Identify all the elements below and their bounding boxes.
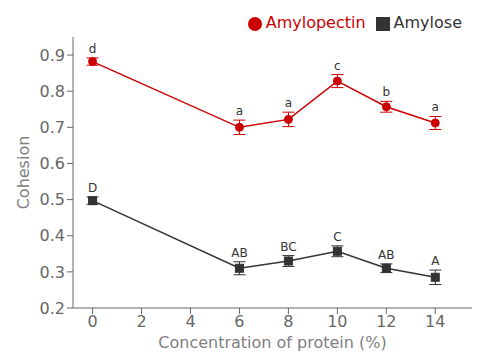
svg-text:C: C [333, 230, 341, 244]
svg-text:a: a [432, 100, 439, 114]
svg-text:Cohesion: Cohesion [14, 136, 33, 210]
svg-text:AB: AB [378, 248, 394, 262]
svg-text:2: 2 [136, 312, 146, 331]
html-text:Amylopectin: Amylopectin [265, 13, 366, 32]
svg-text:AB: AB [231, 246, 247, 260]
svg-text:0: 0 [87, 312, 97, 331]
svg-text:0.9: 0.9 [40, 46, 65, 65]
svg-text:6: 6 [234, 312, 244, 331]
svg-text:0.5: 0.5 [40, 190, 65, 209]
svg-text:0.7: 0.7 [40, 118, 65, 137]
svg-text:0.8: 0.8 [40, 82, 65, 101]
svg-text:Concentration of protein (%): Concentration of protein (%) [158, 333, 386, 352]
svg-text:10: 10 [327, 312, 347, 331]
svg-text:0.2: 0.2 [40, 299, 65, 318]
svg-text:8: 8 [283, 312, 293, 331]
svg-text:0.6: 0.6 [40, 154, 65, 173]
svg-text:D: D [88, 181, 97, 195]
svg-text:12: 12 [376, 312, 396, 331]
svg-text:c: c [334, 59, 341, 73]
svg-text:d: d [89, 42, 97, 56]
svg-text:0.3: 0.3 [40, 263, 65, 282]
svg-text:BC: BC [280, 240, 296, 254]
svg-text:4: 4 [185, 312, 195, 331]
svg-text:a: a [236, 104, 243, 118]
svg-text:b: b [383, 85, 391, 99]
svg-text:A: A [431, 254, 440, 268]
svg-text:0.4: 0.4 [40, 226, 65, 245]
svg-text:14: 14 [425, 312, 445, 331]
html-text:Amylose: Amylose [393, 13, 462, 32]
svg-text:a: a [285, 96, 292, 110]
